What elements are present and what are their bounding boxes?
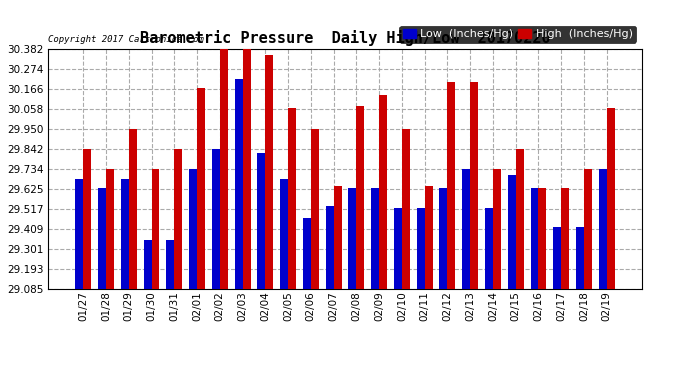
- Bar: [152, 170, 159, 289]
- Bar: [607, 108, 615, 289]
- Bar: [553, 227, 561, 289]
- Bar: [129, 129, 137, 289]
- Bar: [447, 82, 455, 289]
- Bar: [166, 240, 175, 289]
- Bar: [175, 149, 182, 289]
- Bar: [83, 149, 91, 289]
- Bar: [303, 217, 311, 289]
- Bar: [189, 170, 197, 289]
- Bar: [197, 88, 205, 289]
- Bar: [599, 170, 607, 289]
- Legend: Low  (Inches/Hg), High  (Inches/Hg): Low (Inches/Hg), High (Inches/Hg): [400, 26, 636, 43]
- Bar: [106, 170, 114, 289]
- Bar: [121, 178, 129, 289]
- Bar: [417, 208, 424, 289]
- Bar: [75, 178, 83, 289]
- Bar: [515, 149, 524, 289]
- Bar: [212, 149, 220, 289]
- Bar: [394, 208, 402, 289]
- Bar: [584, 170, 592, 289]
- Bar: [220, 49, 228, 289]
- Title: Barometric Pressure  Daily High/Low  20170220: Barometric Pressure Daily High/Low 20170…: [139, 30, 551, 46]
- Bar: [485, 208, 493, 289]
- Bar: [311, 129, 319, 289]
- Bar: [98, 188, 106, 289]
- Bar: [508, 175, 515, 289]
- Bar: [379, 95, 387, 289]
- Bar: [243, 42, 250, 289]
- Text: Copyright 2017 Cartronics.com: Copyright 2017 Cartronics.com: [48, 35, 204, 44]
- Bar: [561, 188, 569, 289]
- Bar: [493, 170, 501, 289]
- Bar: [144, 240, 152, 289]
- Bar: [371, 188, 379, 289]
- Bar: [402, 129, 410, 289]
- Bar: [280, 178, 288, 289]
- Bar: [257, 153, 266, 289]
- Bar: [235, 79, 243, 289]
- Bar: [326, 206, 334, 289]
- Bar: [348, 188, 356, 289]
- Bar: [440, 188, 447, 289]
- Bar: [424, 186, 433, 289]
- Bar: [462, 170, 470, 289]
- Bar: [538, 188, 546, 289]
- Bar: [356, 106, 364, 289]
- Bar: [576, 227, 584, 289]
- Bar: [288, 108, 296, 289]
- Bar: [531, 188, 538, 289]
- Bar: [334, 186, 342, 289]
- Bar: [266, 55, 273, 289]
- Bar: [470, 82, 478, 289]
